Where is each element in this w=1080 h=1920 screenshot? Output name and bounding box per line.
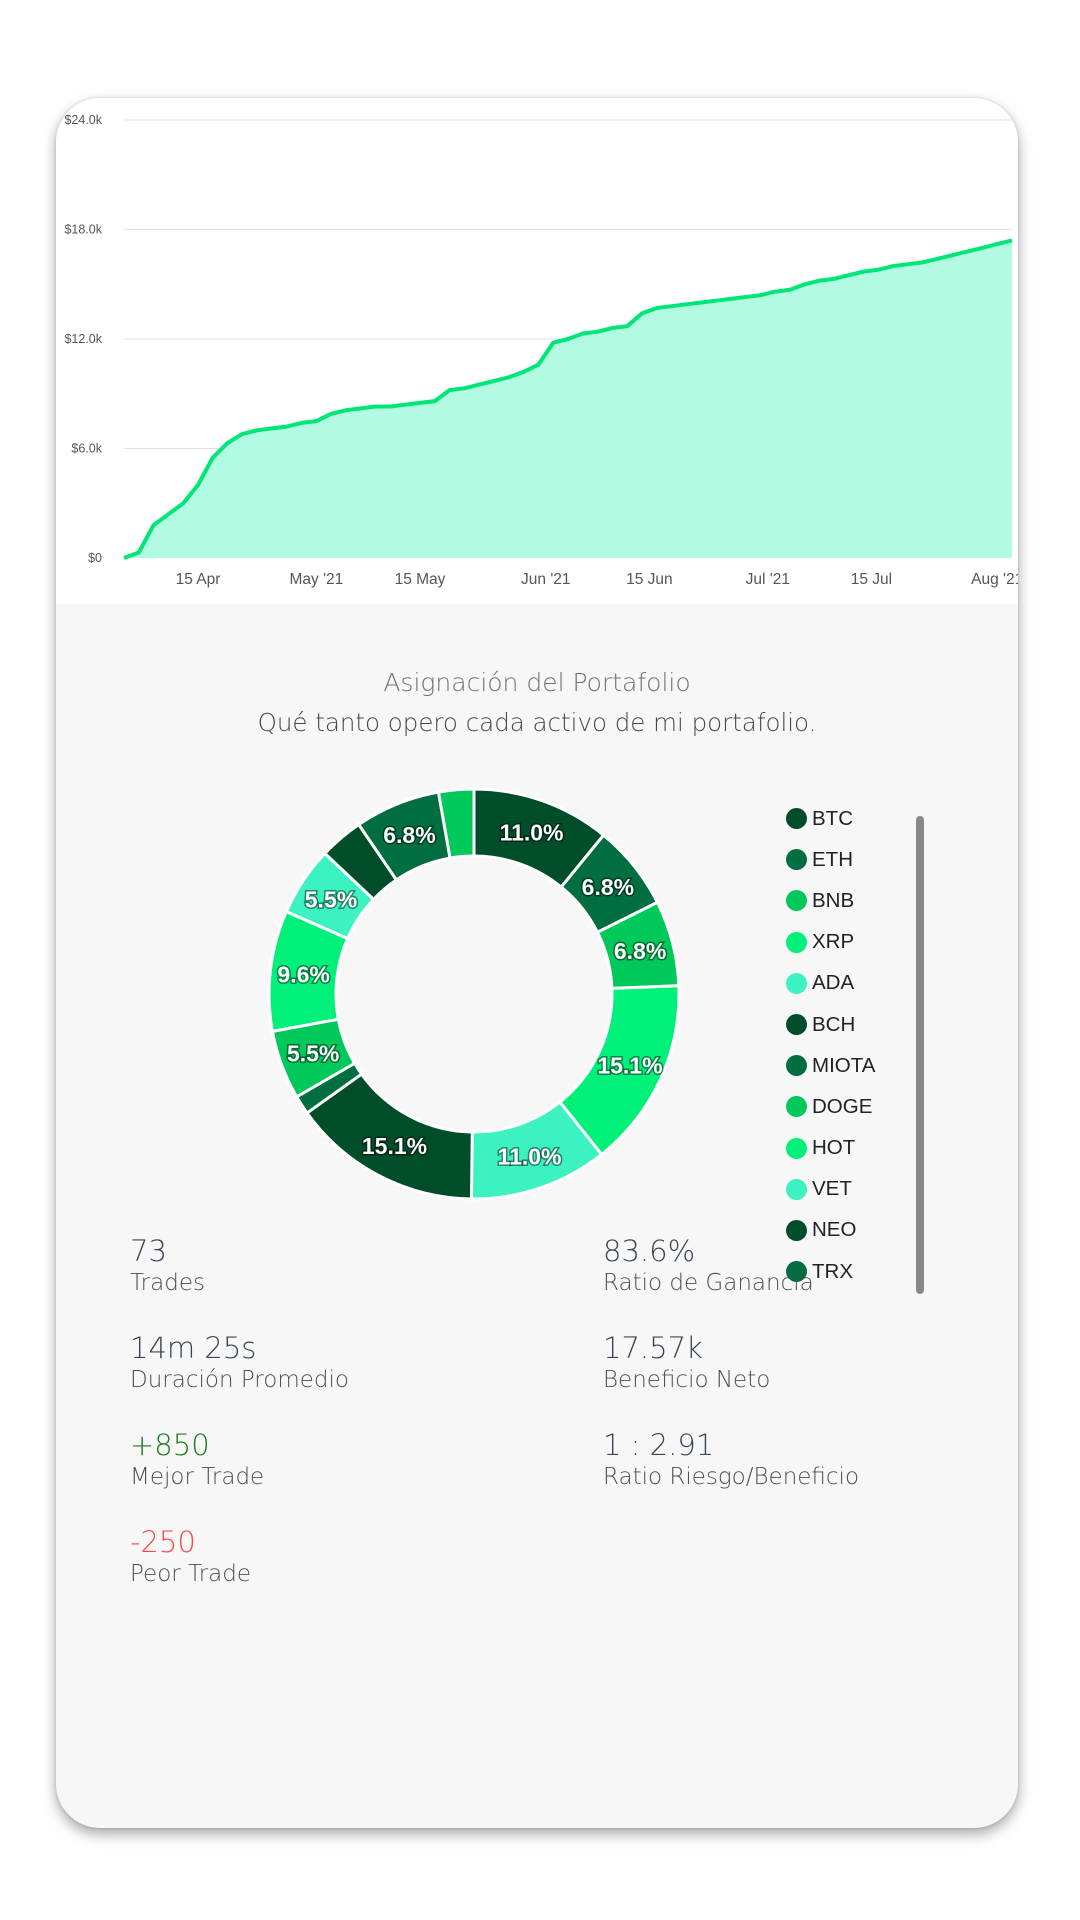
- legend-swatch: [786, 1219, 807, 1241]
- x-tick-label: May '21: [290, 571, 344, 588]
- stat-worst-trade-value: -250: [130, 1525, 196, 1559]
- legend-label: TRX: [812, 1259, 853, 1283]
- slice-label: 6.8%: [614, 938, 666, 964]
- legend-label: DOGE: [812, 1094, 873, 1118]
- slice-label: 9.6%: [277, 961, 329, 987]
- stat-win-ratio: 83.6% Ratio de Ganancia: [603, 1234, 814, 1298]
- legend-swatch: [786, 890, 807, 912]
- stat-win-ratio-label: Ratio de Ganancia: [603, 1270, 814, 1296]
- legend-swatch: [786, 808, 807, 830]
- area-fill: [124, 240, 1012, 558]
- x-tick-label: Jun '21: [521, 571, 571, 588]
- slice-label: 15.1%: [362, 1133, 427, 1159]
- x-tick-label: Aug '21: [971, 571, 1018, 588]
- stat-trades-label: Trades: [130, 1270, 205, 1296]
- legend-label: BTC: [812, 806, 853, 830]
- y-tick-label: $6.0k: [71, 442, 102, 456]
- legend-label: ETH: [812, 847, 853, 871]
- legend-swatch: [786, 931, 807, 953]
- legend-label: ADA: [812, 971, 855, 995]
- y-tick-label: $12.0k: [64, 332, 102, 346]
- legend-swatch: [786, 972, 807, 994]
- stat-avg-duration: 14m 25s Duración Promedio: [130, 1331, 349, 1395]
- slice-label: 6.8%: [582, 874, 634, 900]
- legend-swatch: [786, 849, 807, 871]
- stat-best-trade-value: +850: [130, 1428, 210, 1462]
- legend-swatch: [786, 1014, 807, 1036]
- stat-net-profit-value: 17.57k: [603, 1331, 703, 1365]
- legend-item[interactable]: TRX: [786, 1251, 875, 1292]
- y-tick-label: $24.0k: [64, 113, 102, 127]
- legend-swatch: [786, 1055, 807, 1077]
- portfolio-subtitle: Qué tanto opero cada activo de mi portaf…: [257, 708, 817, 737]
- legend-item[interactable]: DOGE: [786, 1086, 875, 1127]
- stat-trades-value: 73: [130, 1234, 167, 1268]
- area-line: [123, 238, 1013, 560]
- x-tick-label: Jul '21: [746, 571, 790, 588]
- legend-item[interactable]: XRP: [786, 922, 875, 963]
- legend-label: HOT: [812, 1136, 856, 1160]
- portfolio-legend: BTC ETH BNB XRP ADA BCH MIOTA DOGE HOT VET NEO TRX: [786, 798, 875, 1292]
- slice-label: 11.0%: [498, 1143, 562, 1169]
- slice-label: 11.0%: [500, 819, 564, 845]
- stat-win-ratio-value: 83.6%: [603, 1234, 696, 1268]
- dashboard-card: $0 $6.0k $12.0k $18.0k $24.0k 15 Apr May '21 15…: [56, 98, 1018, 1828]
- slice-label: 5.5%: [287, 1041, 339, 1067]
- stat-avg-duration-value: 14m 25s: [130, 1331, 257, 1365]
- portfolio-donut-chart: 11.0% 6.8% 6.8% 15.1% 11.0% 15.1% 5.5% 9.6% 5.5%…: [267, 787, 681, 1201]
- stat-risk-reward-label: Ratio Riesgo/Beneficio: [603, 1464, 860, 1490]
- x-tick-label: 15 Apr: [176, 571, 221, 588]
- legend-item[interactable]: BNB: [786, 880, 875, 921]
- stat-net-profit-label: Beneficio Neto: [603, 1367, 771, 1393]
- donut-slice[interactable]: [436, 787, 476, 860]
- stat-worst-trade: -250 Peor Trade: [130, 1525, 251, 1589]
- slice-label: 15.1%: [597, 1052, 662, 1078]
- x-tick-label: 15 Jul: [851, 571, 892, 588]
- legend-label: VET: [812, 1177, 852, 1201]
- y-tick-label: $0: [88, 551, 102, 565]
- profit-area-chart: $0 $6.0k $12.0k $18.0k $24.0k 15 Apr May '21 15…: [56, 98, 1018, 604]
- legend-label: NEO: [812, 1218, 857, 1242]
- x-tick-label: 15 May: [395, 571, 446, 588]
- legend-item[interactable]: NEO: [786, 1210, 875, 1251]
- legend-item[interactable]: BCH: [786, 1004, 875, 1045]
- legend-swatch: [786, 1137, 807, 1159]
- legend-swatch: [786, 1178, 807, 1200]
- slice-label: 6.8%: [383, 822, 435, 848]
- legend-label: BCH: [812, 1012, 856, 1036]
- slice-label: 5.5%: [305, 886, 357, 912]
- portfolio-title: Asignación del Portafolio: [383, 668, 691, 697]
- legend-item[interactable]: BTC: [786, 798, 875, 839]
- legend-scrollbar[interactable]: [916, 816, 924, 1294]
- x-tick-label: 15 Jun: [626, 571, 673, 588]
- stat-net-profit: 17.57k Beneficio Neto: [603, 1331, 770, 1395]
- legend-item[interactable]: ADA: [786, 963, 875, 1004]
- stat-avg-duration-label: Duración Promedio: [130, 1367, 349, 1393]
- stat-risk-reward: 1 : 2.91 Ratio Riesgo/Beneficio: [603, 1428, 859, 1492]
- stat-trades: 73 Trades: [130, 1234, 205, 1298]
- legend-item[interactable]: ETH: [786, 839, 875, 880]
- stat-best-trade: +850 Mejor Trade: [130, 1428, 264, 1492]
- legend-swatch: [786, 1261, 807, 1283]
- legend-label: BNB: [812, 888, 855, 912]
- legend-item[interactable]: HOT: [786, 1128, 875, 1169]
- legend-item[interactable]: MIOTA: [786, 1045, 875, 1086]
- stat-risk-reward-value: 1 : 2.91: [603, 1428, 715, 1462]
- legend-label: MIOTA: [812, 1053, 876, 1077]
- legend-item[interactable]: VET: [786, 1169, 875, 1210]
- legend-swatch: [786, 1096, 807, 1118]
- y-tick-label: $18.0k: [64, 223, 102, 237]
- legend-label: XRP: [812, 930, 855, 954]
- area-chart-svg: $0 $6.0k $12.0k $18.0k $24.0k 15 Apr May '21 15…: [64, 113, 1018, 588]
- stat-best-trade-label: Mejor Trade: [130, 1464, 265, 1490]
- stat-worst-trade-label: Peor Trade: [130, 1561, 252, 1587]
